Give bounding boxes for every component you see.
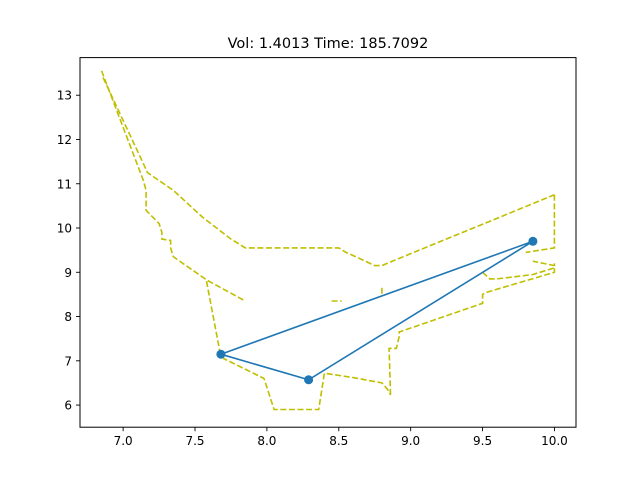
axes-frame bbox=[79, 57, 577, 428]
x-tick-label: 9.0 bbox=[401, 434, 420, 448]
axis-ticks: 7.0 7.5 8.0 8.5 9.0 9.5 10.0 6 7 8 9 10 11 12 13 bbox=[57, 89, 568, 448]
x-tick-label: 8.0 bbox=[257, 434, 276, 448]
vertex-point-2 bbox=[528, 236, 538, 246]
plot-area bbox=[100, 70, 556, 411]
y-tick-label: 10 bbox=[57, 222, 72, 236]
y-tick-label: 11 bbox=[57, 177, 72, 191]
x-tick-label: 10.0 bbox=[541, 434, 568, 448]
dashed-path-segment-3 bbox=[388, 263, 556, 395]
dashed-path-segment-1 bbox=[102, 77, 555, 267]
triangle-line bbox=[220, 240, 534, 381]
y-tick-label: 6 bbox=[64, 399, 72, 413]
vertex-point-0 bbox=[216, 349, 226, 359]
dashed-path-segment-2 bbox=[205, 280, 392, 411]
vertex-point-1 bbox=[304, 375, 314, 385]
y-tick-label: 7 bbox=[64, 354, 72, 368]
y-tick-label: 9 bbox=[64, 266, 72, 280]
x-tick-label: 8.5 bbox=[329, 434, 348, 448]
x-tick-label: 7.0 bbox=[114, 434, 133, 448]
x-tick-label: 9.5 bbox=[473, 434, 492, 448]
x-tick-label: 7.5 bbox=[185, 434, 204, 448]
dashed-path-segment-5 bbox=[525, 194, 556, 254]
y-tick-label: 8 bbox=[64, 310, 72, 324]
dashed-path-segment-4 bbox=[482, 260, 556, 280]
dashed-path-segment-0 bbox=[100, 70, 246, 302]
y-tick-label: 13 bbox=[57, 89, 72, 103]
chart-title: Vol: 1.4013 Time: 185.7092 bbox=[228, 36, 429, 52]
y-tick-label: 12 bbox=[57, 133, 72, 147]
